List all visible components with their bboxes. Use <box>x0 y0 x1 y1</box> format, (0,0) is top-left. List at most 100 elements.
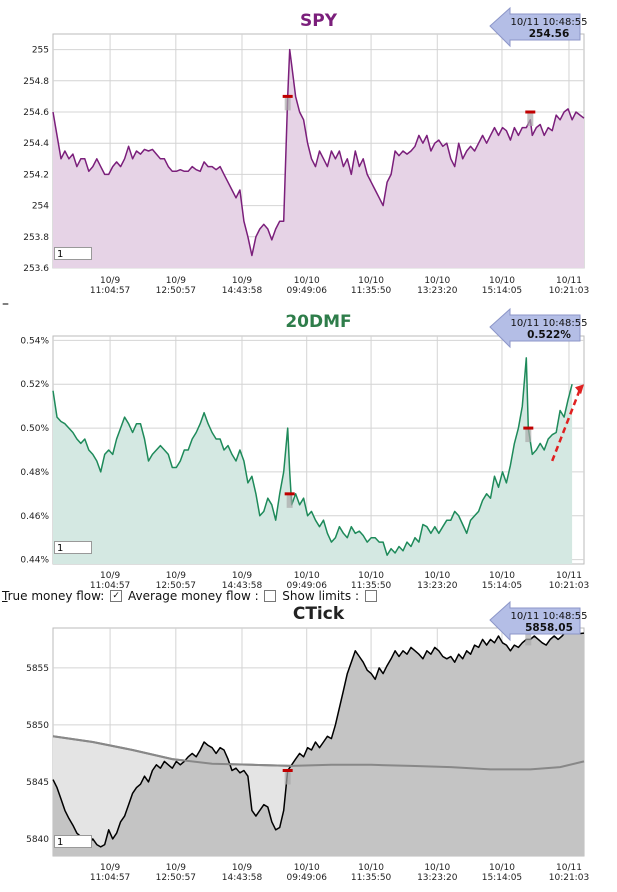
x-tick-time: 10:21:03 <box>549 581 589 591</box>
y-tick-label: 254 <box>32 202 49 212</box>
x-tick-date: 10/10 <box>294 571 320 581</box>
x-tick-time: 11:35:50 <box>351 581 392 591</box>
value-callout: 10/11 10:48:550.522% <box>489 307 588 349</box>
x-tick-date: 10/9 <box>232 276 252 286</box>
series-area <box>53 49 584 268</box>
average-money-flow-line-top <box>52 735 585 771</box>
y-tick-label: 5850 <box>26 721 49 731</box>
marker-stem <box>284 96 291 111</box>
trend-arrow-head <box>575 384 584 395</box>
callout-arrow <box>489 307 581 349</box>
callout-value: 254.56 <box>529 28 570 40</box>
y-tick-label: 5845 <box>26 778 49 788</box>
y-tick-label: 254.6 <box>23 108 49 118</box>
dmf-panel: 0.44% 0.46% 0.48% 0.50% 0.52% 0.54% 10/9 11:04:… <box>0 300 617 591</box>
callout-value: 5858.05 <box>525 622 573 634</box>
show-limits-checkbox[interactable] <box>364 589 377 602</box>
chart-title: CTick <box>293 604 345 624</box>
x-tick-date: 10/9 <box>232 863 252 873</box>
marker-stem <box>284 770 291 785</box>
spy-zoom-input[interactable]: 1 <box>54 247 92 260</box>
x-tick-date: 10/9 <box>166 571 186 581</box>
x-tick-time: 14:43:58 <box>222 286 263 296</box>
ctick-zoom-input[interactable]: 1 <box>54 835 92 848</box>
y-tick-label: 0.50% <box>20 424 49 434</box>
x-tick-date: 10/10 <box>489 571 515 581</box>
x-tick-date: 10/9 <box>100 571 120 581</box>
y-tick-label: 253.6 <box>23 264 49 274</box>
series-line <box>52 357 573 556</box>
chart-title: SPY <box>300 11 338 31</box>
y-tick-label: 5855 <box>26 664 49 674</box>
x-tick-date: 10/10 <box>424 276 450 286</box>
x-tick-date: 10/9 <box>100 863 120 873</box>
y-tick-label: 255 <box>32 46 49 56</box>
x-tick-time: 09:49:06 <box>287 286 328 296</box>
x-tick-date: 10/10 <box>489 863 515 873</box>
x-tick-date: 10/10 <box>489 276 515 286</box>
x-tick-date: 10/9 <box>166 276 186 286</box>
ctick-panel: 5840 5845 5850 5855 10/9 11:04:57 10/9 12:50:57… <box>0 598 617 892</box>
callout-arrow <box>489 600 581 642</box>
x-tick-date: 10/9 <box>232 571 252 581</box>
y-tick-label: 0.54% <box>20 336 49 346</box>
x-tick-time: 15:14:05 <box>482 873 522 883</box>
x-tick-date: 10/11 <box>556 863 582 873</box>
spy-chart: 253.6 253.8 254 254.2 254.4 254.6 254.8 255 10/9… <box>23 6 589 296</box>
average-money-flow-label: Average money flow : <box>128 589 259 603</box>
show-limits-label: Show limits : <box>282 589 359 603</box>
average-money-flow-checkbox[interactable] <box>264 589 277 602</box>
marker-stem <box>527 112 534 126</box>
panel-separator-1: – <box>2 296 9 312</box>
x-tick-time: 10:21:03 <box>549 873 589 883</box>
y-tick-label: 254.4 <box>23 139 49 149</box>
chart-title: 20DMF <box>285 312 351 332</box>
callout-value: 0.522% <box>527 329 571 341</box>
true-money-flow-checkbox[interactable]: ✓ <box>110 589 123 602</box>
dmf-zoom-input[interactable]: 1 <box>54 541 92 554</box>
x-tick-time: 11:04:57 <box>90 581 130 591</box>
spy-panel: 253.6 253.8 254 254.2 254.4 254.6 254.8 255 10/9… <box>0 0 617 300</box>
x-tick-date: 10/10 <box>294 863 320 873</box>
callout-datetime: 10/11 10:48:55 <box>511 17 588 28</box>
series-line <box>52 630 585 848</box>
marker-flag <box>525 110 536 114</box>
callout-arrow <box>489 6 581 48</box>
x-tick-date: 10/10 <box>424 863 450 873</box>
callout-datetime: 10/11 10:48:55 <box>511 318 588 329</box>
y-tick-label: 0.46% <box>20 512 49 522</box>
x-tick-time: 14:43:58 <box>222 873 263 883</box>
x-tick-date: 10/11 <box>556 276 582 286</box>
ctick-chart: 584058455850585510/911:04:5710/912:50:57… <box>26 600 589 883</box>
y-tick-label: 253.8 <box>23 233 49 243</box>
y-tick-label: 5840 <box>26 835 49 845</box>
marker-stem <box>525 428 532 443</box>
x-tick-date: 10/9 <box>100 276 120 286</box>
x-tick-date: 10/10 <box>424 571 450 581</box>
series-line <box>52 48 585 257</box>
dmf-chart: 0.44%0.46%0.48%0.50%0.52%0.54%10/911:04:… <box>20 307 589 591</box>
marker-stem <box>525 631 532 646</box>
x-tick-date: 10/10 <box>294 276 320 286</box>
x-tick-time: 11:35:50 <box>351 873 392 883</box>
x-tick-time: 12:50:57 <box>156 286 196 296</box>
series-area <box>53 631 584 856</box>
x-tick-time: 11:35:50 <box>351 286 392 296</box>
trend-arrow-line <box>551 388 582 462</box>
y-tick-label: 0.48% <box>20 468 49 478</box>
marker-flag <box>282 769 293 772</box>
series-area <box>53 357 573 564</box>
x-tick-time: 15:14:05 <box>482 286 522 296</box>
marker-stem <box>286 493 293 508</box>
x-tick-time: 12:50:57 <box>156 873 196 883</box>
callout-datetime: 10/11 10:48:55 <box>511 611 588 622</box>
y-tick-label: 254.2 <box>23 170 49 180</box>
x-tick-time: 11:04:57 <box>90 286 130 296</box>
true-money-flow-label: rue money flow: <box>7 589 105 603</box>
x-tick-time: 15:14:05 <box>482 581 522 591</box>
x-tick-time: 10:21:03 <box>549 286 589 296</box>
x-tick-time: 11:04:57 <box>90 873 130 883</box>
x-tick-time: 13:23:20 <box>417 581 458 591</box>
